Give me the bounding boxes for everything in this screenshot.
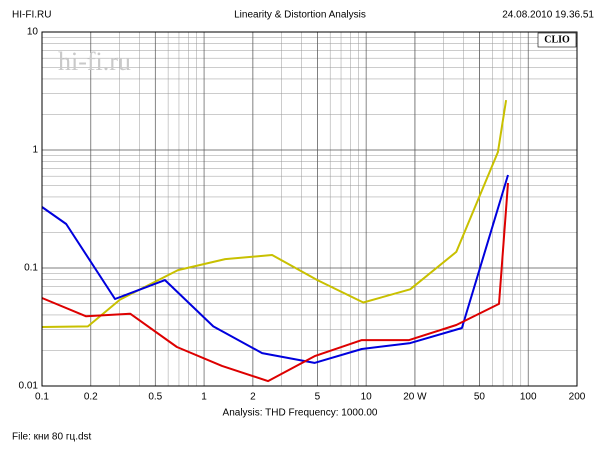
x-tick-label: 10 [361,392,373,403]
x-tick-label: 0.1 [35,392,49,403]
x-tick-label: 20 W [403,392,427,403]
series-line [41,182,509,383]
y-tick-label: 1 [32,145,38,156]
series-line [41,174,509,364]
badge-box [537,32,577,48]
watermark: hi-fi.ru [58,47,131,76]
header-left: HI-FI.RU [12,10,51,21]
x-tick-label: 50 [474,392,486,403]
x-tick-label: 0.5 [148,392,162,403]
subtitle: Analysis: THD Frequency: 1000.00 [223,408,378,419]
y-tick-label: 0.01 [19,381,39,392]
plot-area [42,32,577,386]
x-tick-label: 200 [569,392,586,403]
x-tick-label: 5 [315,392,321,403]
y-tick-label: 10 [27,27,39,38]
plot-frame [41,31,578,387]
x-tick-label: 0.2 [84,392,98,403]
file-label: File: кни 80 гц.dst [12,432,92,443]
x-tick-label: 1 [201,392,207,403]
chart-title: Linearity & Distortion Analysis [234,10,366,21]
x-tick-label: 100 [520,392,537,403]
header-right: 24.08.2010 19.36.51 [502,10,594,21]
badge: CLIO [544,34,570,45]
y-tick-label: 0.1 [24,263,38,274]
x-tick-label: 2 [250,392,256,403]
series-line [41,99,508,328]
